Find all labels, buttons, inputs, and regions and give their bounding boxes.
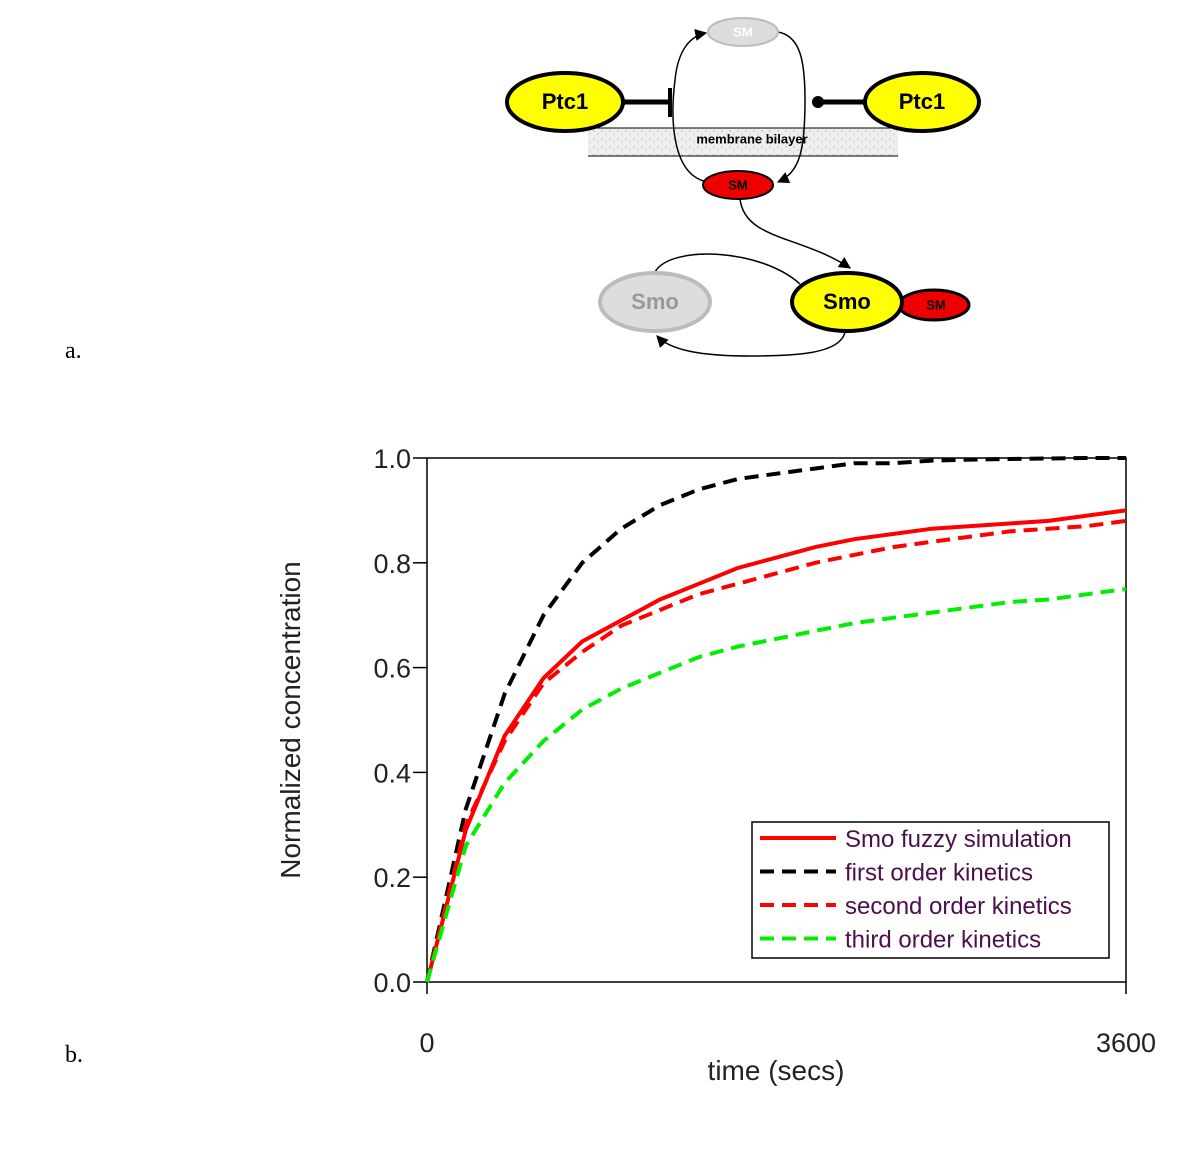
arrow	[654, 253, 801, 285]
y-tick-label: 0.6	[373, 654, 411, 684]
arrow	[656, 331, 846, 357]
node	[505, 71, 625, 133]
y-tick-label: 1.0	[373, 444, 411, 474]
legend-label: second order kinetics	[845, 893, 1072, 920]
node-label: SM	[728, 177, 748, 192]
diagram: membrane bilayer SM Ptc1 Ptc1 SM Smo SM …	[505, 17, 981, 357]
legend-label: first order kinetics	[845, 860, 1033, 887]
y-axis-label: Normalized concentration	[275, 561, 306, 879]
node-label: Ptc1	[899, 89, 945, 114]
node-label: Smo	[823, 289, 871, 314]
node	[707, 17, 779, 47]
x-axis-label: time (secs)	[708, 1055, 845, 1086]
node	[598, 271, 712, 333]
node-label: SM	[926, 297, 946, 312]
y-tick-label: 0.8	[373, 549, 411, 579]
legend-label: Smo fuzzy simulation	[845, 826, 1072, 853]
y-tick-label: 0.2	[373, 863, 411, 893]
node-label: Smo	[631, 289, 679, 314]
series-line	[425, 508, 1127, 983]
node-label: SM	[733, 24, 753, 39]
arrow	[672, 29, 709, 183]
legend-box	[751, 821, 1110, 959]
node	[702, 170, 774, 200]
plot-frame	[426, 457, 1127, 983]
membrane	[588, 128, 898, 156]
arrow	[739, 198, 852, 269]
legend-label: third order kinetics	[845, 927, 1041, 954]
series-line	[425, 456, 1126, 983]
x-tick-label: 3600	[1096, 1028, 1156, 1058]
x-tick-label: 0	[419, 1028, 434, 1058]
series-line	[425, 587, 1127, 983]
y-tick-label: 0.4	[373, 758, 411, 788]
binding	[812, 96, 824, 108]
chart: time (secs) Normalized concentration 0.0…	[275, 444, 1156, 1086]
panel-label: b.	[65, 1042, 83, 1068]
node-label: Ptc1	[542, 89, 588, 114]
node	[790, 271, 904, 333]
panel-label: a.	[65, 338, 82, 364]
arrow	[776, 31, 806, 183]
node	[863, 71, 981, 133]
y-tick-label: 0.0	[373, 968, 411, 998]
membrane-label: membrane bilayer	[696, 131, 807, 146]
series-line	[425, 518, 1127, 983]
